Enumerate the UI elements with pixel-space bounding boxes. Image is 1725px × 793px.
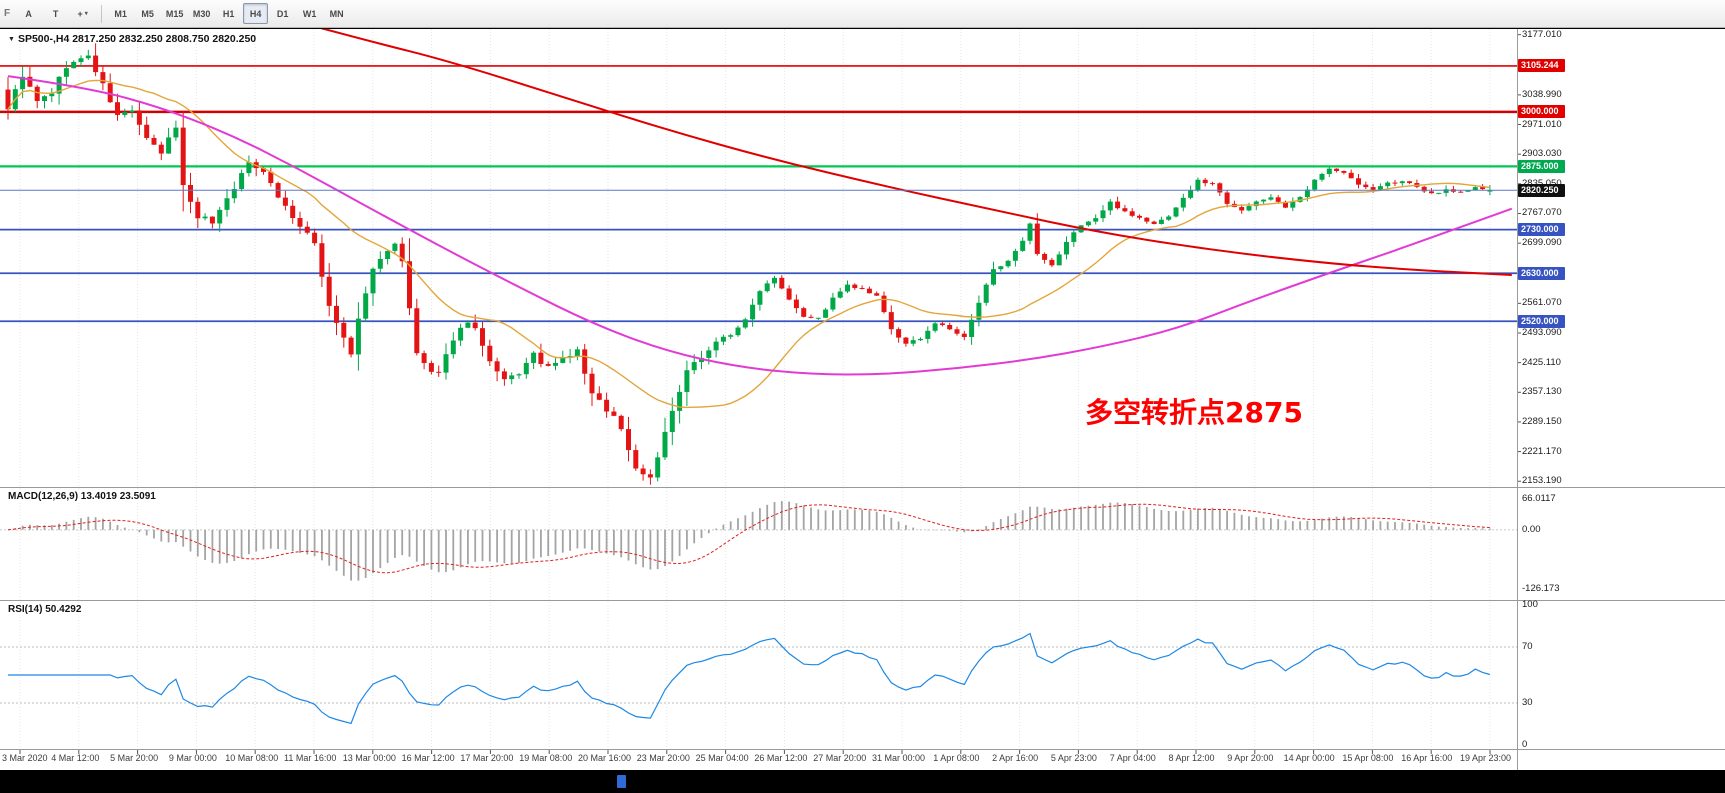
cursor-tool-button[interactable]: + ▾ (70, 3, 95, 24)
toolbar-separator (101, 4, 103, 23)
timeframe-w1-button[interactable]: W1 (297, 3, 322, 24)
annotation-text[interactable]: 多空转折点2875 (1085, 396, 1303, 429)
timeframe-m1-button[interactable]: M1 (108, 3, 133, 24)
toolbar: F A T + ▾ M1 M5 M15 M30 H1 H4 D1 W1 MN (0, 0, 1725, 28)
rsi-indicator-label: RSI(14) 50.4292 (8, 604, 85, 615)
macd-indicator-label: MACD(12,26,9) 13.4019 23.5091 (8, 491, 159, 502)
timeframe-m30-button[interactable]: M30 (189, 3, 214, 24)
symbol-ohlc-text: SP500-,H4 2817.250 2832.250 2808.750 282… (17, 33, 257, 45)
bottom-bar (0, 770, 1725, 793)
chart-collapse-icon: ▼ (8, 36, 15, 43)
time-axis[interactable] (0, 750, 1517, 770)
tool-button-group: A T + ▾ (15, 3, 96, 24)
timeframe-d1-button[interactable]: D1 (270, 3, 295, 24)
bottom-bar-accent (617, 775, 626, 788)
toolbar-left-stub: F (4, 8, 11, 19)
timeframe-button-group: M1 M5 M15 M30 H1 H4 D1 W1 MN (107, 3, 350, 24)
timeframe-m5-button[interactable]: M5 (135, 3, 160, 24)
chart-canvas[interactable] (0, 0, 1725, 770)
timeframe-h1-button[interactable]: H1 (216, 3, 241, 24)
arrow-tool-button[interactable]: A (16, 3, 41, 24)
timeframe-m15-button[interactable]: M15 (162, 3, 187, 24)
symbol-ohlc-readout: ▼ SP500-,H4 2817.250 2832.250 2808.750 28… (8, 33, 256, 45)
text-tool-button[interactable]: T (43, 3, 68, 24)
price-axis[interactable] (1518, 29, 1725, 770)
timeframe-h4-button[interactable]: H4 (243, 3, 269, 24)
timeframe-mn-button[interactable]: MN (324, 3, 349, 24)
chevron-down-icon: ▾ (84, 11, 88, 17)
